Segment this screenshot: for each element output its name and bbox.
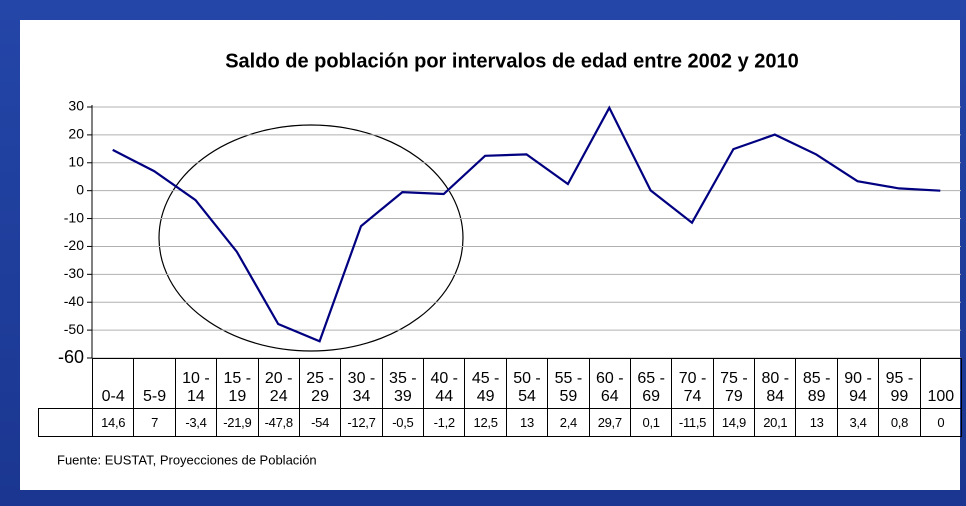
y-tick-label: -20 — [64, 237, 84, 253]
table-value: 2,4 — [547, 408, 590, 437]
x-tick-label: 75 - 79 — [712, 358, 756, 409]
x-tick-label: 45 - 49 — [464, 358, 507, 409]
x-tick-label: 80 - 84 — [754, 358, 797, 409]
x-tick-label: 70 - 74 — [671, 358, 714, 409]
table-value: -47,8 — [257, 408, 300, 437]
x-tick-label: 50 - 54 — [505, 358, 549, 409]
table-value: -1,2 — [423, 408, 466, 437]
x-tick-label: 20 - 24 — [257, 358, 300, 409]
chart-panel — [20, 20, 960, 490]
x-tick-label: 55 - 59 — [547, 358, 590, 409]
y-tick-label: 0 — [76, 181, 84, 197]
table-value: 0 — [919, 408, 962, 437]
table-value: 0,1 — [629, 408, 673, 437]
y-tick-label: -60 — [58, 347, 84, 367]
source-note: Fuente: EUSTAT, Proyecciones de Població… — [57, 452, 317, 467]
table-value: -21,9 — [216, 408, 259, 437]
chart-title: Saldo de población por intervalos de eda… — [225, 50, 799, 72]
y-tick-label: -50 — [64, 321, 84, 337]
table-value: 20,1 — [754, 408, 797, 437]
x-tick-label: 95 - 99 — [878, 358, 921, 409]
x-tick-label: 85 - 89 — [795, 358, 838, 409]
x-tick-label: 25 - 29 — [298, 358, 342, 409]
x-tick-label: 5-9 — [133, 358, 176, 409]
table-value: -11,5 — [671, 408, 714, 437]
x-tick-label: 10 - 14 — [174, 358, 218, 409]
x-tick-label: 0-4 — [92, 358, 135, 409]
x-tick-label: 40 - 44 — [423, 358, 466, 409]
table-value: 14,6 — [92, 408, 135, 437]
table-value: 3,4 — [836, 408, 880, 437]
table-value: -3,4 — [174, 408, 218, 437]
table-value: 0,8 — [878, 408, 921, 437]
highlight-ellipse — [158, 124, 464, 352]
table-value: -12,7 — [340, 408, 383, 437]
table-value: 7 — [133, 408, 176, 437]
y-tick-label: 20 — [68, 126, 84, 142]
table-value: 14,9 — [712, 408, 756, 437]
y-tick-label: -30 — [64, 265, 84, 281]
table-value: -54 — [298, 408, 342, 437]
x-tick-label: 35 - 39 — [381, 358, 425, 409]
x-tick-label: 60 - 64 — [588, 358, 631, 409]
table-value: 12,5 — [464, 408, 507, 437]
y-tick-label: 30 — [68, 98, 84, 114]
x-tick-label: 90 - 94 — [836, 358, 880, 409]
table-value: 29,7 — [588, 408, 631, 437]
data-line — [112, 105, 941, 343]
y-tick-label: -40 — [64, 293, 84, 309]
x-tick-label: 15 - 19 — [216, 358, 259, 409]
table-value: 13 — [795, 408, 838, 437]
x-tick-label: 30 - 34 — [340, 358, 383, 409]
x-tick-label: 100 — [919, 358, 962, 409]
x-tick-label: 65 - 69 — [629, 358, 673, 409]
y-tick-label: -10 — [64, 209, 84, 225]
table-value: 13 — [505, 408, 549, 437]
table-corner — [38, 408, 93, 437]
table-value: -0,5 — [381, 408, 425, 437]
y-tick-label: 10 — [68, 153, 84, 169]
